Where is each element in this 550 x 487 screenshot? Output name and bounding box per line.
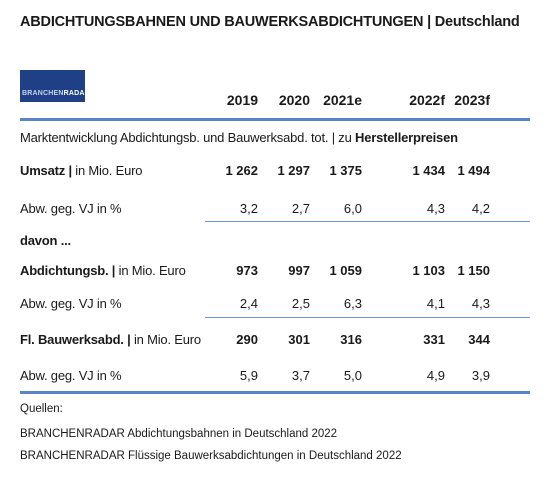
table-cell: 4,1 bbox=[426, 296, 445, 311]
table-cell: 1 150 bbox=[457, 263, 490, 278]
year-header-2023f: 2023f bbox=[454, 92, 490, 108]
row-label-abdichtungsb: Abdichtungsb. | in Mio. Euro bbox=[20, 263, 186, 278]
table-cell: 290 bbox=[236, 332, 258, 347]
branchenradar-logo: BRANCHENRADAR bbox=[20, 70, 90, 102]
table-cell: 301 bbox=[288, 332, 310, 347]
table-cell: 1 103 bbox=[412, 263, 445, 278]
table-cell: 4,9 bbox=[426, 368, 445, 383]
table-cell: 1 434 bbox=[412, 163, 445, 178]
table-cell: 316 bbox=[340, 332, 362, 347]
row-divider bbox=[205, 221, 530, 222]
table-cell: 1 262 bbox=[225, 163, 258, 178]
table-cell: 3,2 bbox=[239, 201, 258, 216]
table-cell: 6,3 bbox=[343, 296, 362, 311]
page-title: ABDICHTUNGSBAHNEN UND BAUWERKSABDICHTUNG… bbox=[20, 14, 520, 30]
footer-rule bbox=[20, 391, 530, 394]
source-item: BRANCHENRADAR Abdichtungsbahnen in Deuts… bbox=[20, 428, 338, 440]
logo-part2: RADAR bbox=[63, 90, 90, 97]
section-title-bold: Herstellerpreisen bbox=[355, 130, 458, 145]
row-label-umsatz: Umsatz | in Mio. Euro bbox=[20, 163, 143, 178]
section-title: Marktentwicklung Abdichtungsb. und Bauwe… bbox=[20, 130, 458, 145]
row-label-abw-umsatz: Abw. geg. VJ in % bbox=[20, 201, 122, 216]
table-cell: 1 297 bbox=[277, 163, 310, 178]
table-cell: 344 bbox=[468, 332, 490, 347]
table-cell: 3,7 bbox=[291, 368, 310, 383]
table-cell: 5,9 bbox=[239, 368, 258, 383]
davon-label: davon ... bbox=[20, 233, 71, 248]
header-rule bbox=[20, 118, 530, 121]
table-cell: 2,4 bbox=[239, 296, 258, 311]
table-cell: 4,3 bbox=[471, 296, 490, 311]
year-header-2020: 2020 bbox=[278, 92, 310, 108]
year-header-2021e: 2021e bbox=[323, 92, 362, 108]
row-label-fl-bauwerksabd: Fl. Bauwerksabd. | in Mio. Euro bbox=[20, 332, 201, 347]
year-header-2019: 2019 bbox=[226, 92, 258, 108]
table-cell: 2,5 bbox=[291, 296, 310, 311]
table-cell: 3,9 bbox=[471, 368, 490, 383]
table-cell: 973 bbox=[236, 263, 258, 278]
section-title-text: Marktentwicklung Abdichtungsb. und Bauwe… bbox=[20, 130, 356, 145]
table-cell: 1 494 bbox=[457, 163, 490, 178]
title-region: | Deutschland bbox=[427, 14, 520, 30]
row-divider bbox=[205, 317, 530, 318]
table-cell: 331 bbox=[423, 332, 445, 347]
table-cell: 4,2 bbox=[471, 201, 490, 216]
title-main: ABDICHTUNGSBAHNEN UND BAUWERKSABDICHTUNG… bbox=[20, 14, 424, 30]
table-cell: 2,7 bbox=[291, 201, 310, 216]
year-header-2022f: 2022f bbox=[409, 92, 445, 108]
table-cell: 997 bbox=[288, 263, 310, 278]
table-cell: 5,0 bbox=[343, 368, 362, 383]
source-item: BRANCHENRADAR Flüssige Bauwerksabdichtun… bbox=[20, 450, 402, 462]
table-cell: 6,0 bbox=[343, 201, 362, 216]
table-cell: 4,3 bbox=[426, 201, 445, 216]
sources-heading: Quellen: bbox=[20, 403, 63, 415]
row-label-abw-abdichtungsb: Abw. geg. VJ in % bbox=[20, 296, 122, 311]
row-label-abw-bauwerksabd: Abw. geg. VJ in % bbox=[20, 368, 122, 383]
table-cell: 1 375 bbox=[329, 163, 362, 178]
table-cell: 1 059 bbox=[329, 263, 362, 278]
logo-part1: BRANCHEN bbox=[22, 90, 64, 97]
